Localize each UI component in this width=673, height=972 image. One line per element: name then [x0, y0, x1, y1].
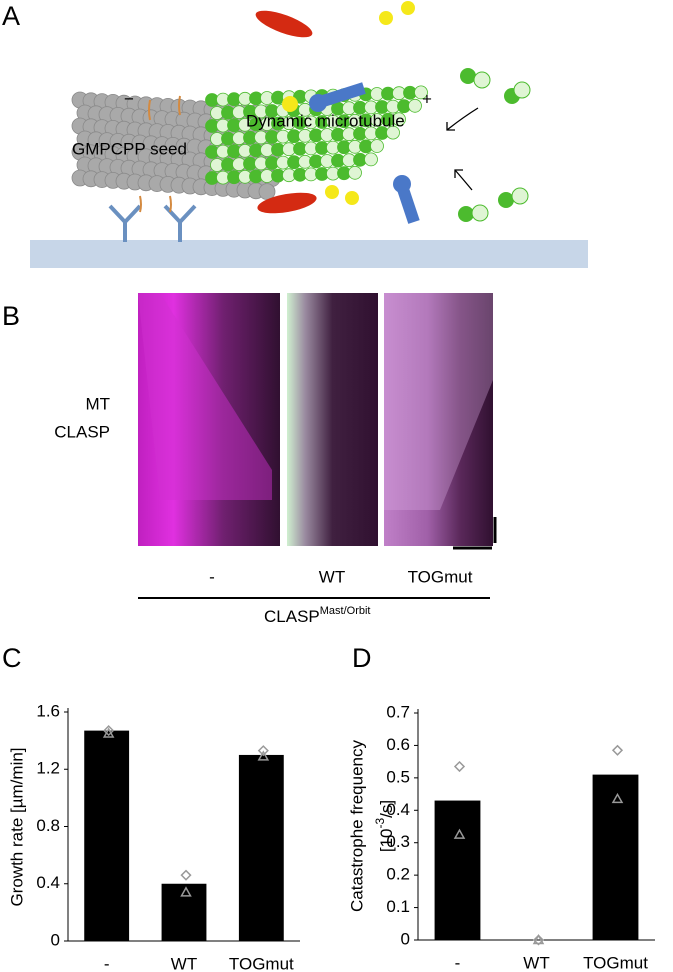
y-tick-label: 1.2	[36, 759, 60, 778]
tubulin	[471, 204, 489, 222]
protein	[345, 191, 359, 205]
triangle-marker	[257, 750, 270, 761]
tubulin-subunit	[348, 165, 362, 180]
x-tick-label: WT	[523, 953, 549, 972]
group-label: CLASPMast/Orbit	[264, 605, 370, 627]
panel-label: B	[2, 301, 20, 331]
mt-label: Dynamic microtubule	[246, 111, 405, 130]
y-tick-label: 0.4	[386, 800, 410, 819]
tubulin	[473, 71, 491, 89]
y-tick-label: 0.1	[386, 897, 410, 916]
plus-end: +	[422, 89, 432, 108]
y-tick-label: 0	[401, 929, 410, 948]
triangle-marker	[532, 933, 545, 945]
antibody	[108, 204, 197, 242]
x-tick-label: -	[455, 953, 461, 972]
protein	[325, 185, 339, 199]
y-tick-label: 0.2	[386, 865, 410, 884]
panel-label: C	[2, 643, 22, 673]
protein	[401, 1, 415, 15]
tubulin	[458, 206, 474, 222]
protein	[282, 96, 298, 112]
tubulin-subunit	[414, 85, 428, 100]
x-tick-label: TOGmut	[583, 953, 648, 972]
diamond-marker	[611, 744, 624, 756]
tubulin	[498, 192, 514, 208]
diagram: − + GMPCPP seed Dynamic microtubule	[30, 1, 588, 268]
diamond-marker	[532, 934, 545, 946]
triangle-marker	[453, 828, 466, 839]
protein	[379, 11, 393, 25]
x-tick-label: WT	[171, 954, 197, 972]
triangle-marker	[180, 886, 192, 897]
bar	[238, 754, 284, 941]
condition-label: WT	[319, 567, 345, 586]
arrow	[446, 107, 479, 131]
y-tick-label: 0.3	[386, 832, 410, 851]
unit-exp: -3	[373, 817, 387, 828]
channel-label: CLASP	[54, 422, 110, 441]
protein	[393, 175, 411, 193]
panel-label: A	[2, 1, 20, 31]
channel-label: MT	[85, 394, 110, 413]
group-superscript: Mast/Orbit	[320, 605, 371, 617]
arrow	[454, 169, 463, 178]
kymograph-overlay	[138, 293, 272, 500]
kymograph	[138, 293, 280, 546]
diamond-marker	[180, 869, 192, 881]
diamond-marker	[103, 725, 115, 737]
triangle-marker	[102, 727, 115, 738]
bar	[84, 730, 130, 941]
tubulin	[460, 68, 476, 84]
x-tick-label: -	[104, 954, 110, 972]
seed-label: GMPCPP seed	[72, 139, 187, 158]
diamond-marker	[453, 760, 466, 773]
kymograph-overlay	[384, 293, 493, 510]
microtubule	[71, 85, 428, 201]
y-tick-label: 0.6	[386, 735, 410, 754]
arrow	[446, 122, 455, 131]
tubulin-subunit	[408, 98, 422, 113]
y-tick-label: 0.4	[36, 873, 60, 892]
linker	[139, 95, 181, 213]
tubulin	[513, 81, 531, 99]
condition-label: -	[209, 567, 215, 586]
unit: [10	[377, 828, 396, 852]
y-axis-label: Catastrophe frequency	[347, 740, 366, 912]
protein	[255, 10, 313, 38]
panel-label: D	[352, 643, 372, 673]
protein	[318, 82, 366, 108]
substrate	[30, 240, 588, 268]
y-tick-label: 0	[51, 930, 60, 949]
unit: /s]	[377, 800, 396, 818]
kymograph	[287, 293, 378, 546]
x-tick-label: TOGmut	[229, 954, 294, 972]
y-tick-label: 0.5	[386, 767, 410, 786]
y-axis-label: Growth rate [µm/min]	[7, 747, 26, 906]
tubulin-subunit	[364, 152, 378, 167]
diamond-marker	[257, 745, 269, 757]
bar	[434, 800, 481, 940]
tubulin-subunit	[392, 112, 406, 127]
group-name: CLASP	[264, 607, 320, 626]
tubulin-subunit	[386, 125, 400, 140]
protein	[309, 94, 327, 112]
y-axis-label: [10-3/s]	[373, 800, 396, 852]
bar	[161, 883, 207, 941]
seed-subunit	[258, 183, 276, 201]
y-tick-label: 0.8	[36, 816, 60, 835]
y-tick-label: 0.7	[386, 702, 410, 721]
tubulin-subunit	[370, 139, 384, 153]
tubulin	[511, 187, 529, 205]
y-tick-label: 1.6	[36, 701, 60, 720]
condition-label: TOGmut	[408, 567, 473, 586]
arrow	[454, 169, 473, 191]
minus-end: −	[124, 89, 134, 108]
protein	[257, 192, 317, 214]
triangle-marker	[611, 792, 624, 804]
kymograph	[384, 293, 493, 546]
